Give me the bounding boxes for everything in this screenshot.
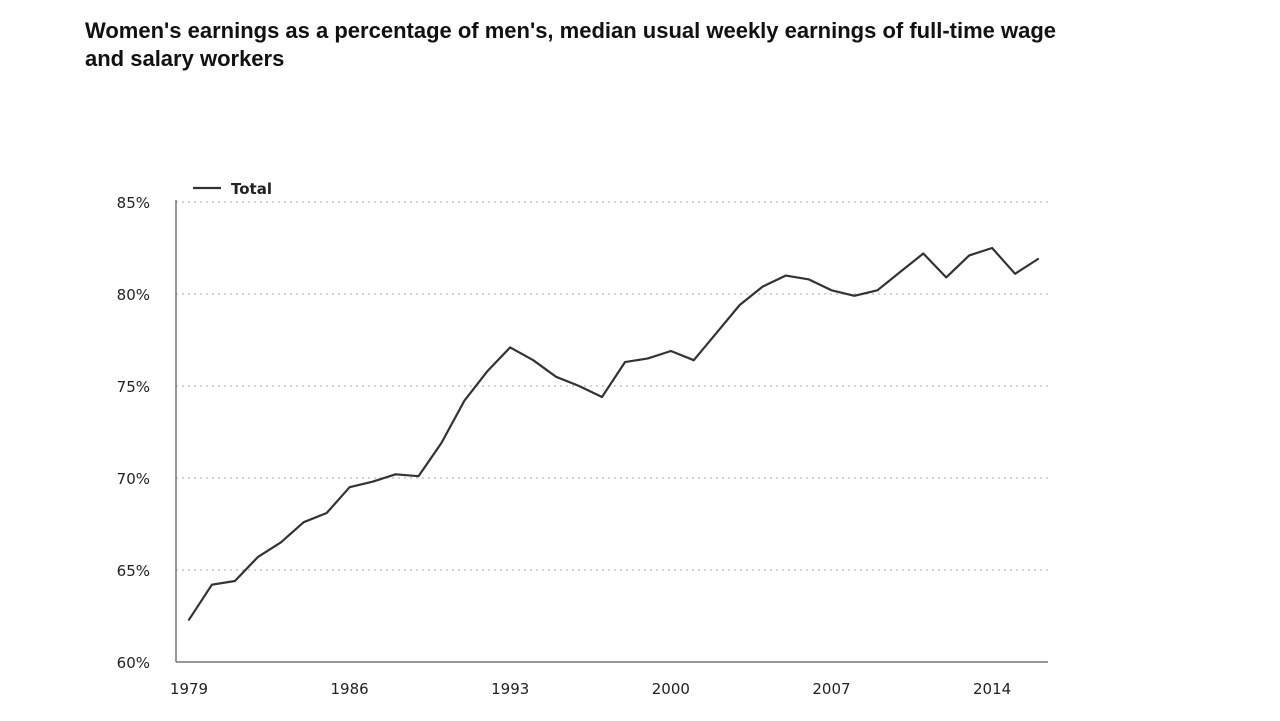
x-tick-label-1986: 1986 — [331, 680, 369, 698]
gridlines — [176, 201, 1048, 571]
x-tick-label-1993: 1993 — [491, 680, 529, 698]
series-lines — [187, 246, 1040, 621]
y-tick-label-80: 80% — [117, 286, 150, 304]
y-tick-labels: 60% 65% 70% 75% 80% 85% — [117, 194, 150, 672]
y-tick-label-65: 65% — [117, 562, 150, 580]
legend: Total — [193, 180, 272, 198]
series-line-total — [187, 246, 1040, 621]
y-tick-label-85: 85% — [117, 194, 150, 212]
x-tick-labels: 1979 1986 1993 2000 2007 2014 — [170, 680, 1011, 698]
x-tick-label-1979: 1979 — [170, 680, 208, 698]
legend-label-total: Total — [231, 180, 272, 198]
y-tick-label-75: 75% — [117, 378, 150, 396]
x-tick-label-2000: 2000 — [652, 680, 690, 698]
x-tick-label-2014: 2014 — [973, 680, 1011, 698]
y-tick-label-60: 60% — [117, 654, 150, 672]
axes — [175, 200, 1048, 663]
x-tick-label-2007: 2007 — [812, 680, 850, 698]
y-tick-label-70: 70% — [117, 470, 150, 488]
chart-title: Women's earnings as a percentage of men'… — [85, 18, 1057, 71]
